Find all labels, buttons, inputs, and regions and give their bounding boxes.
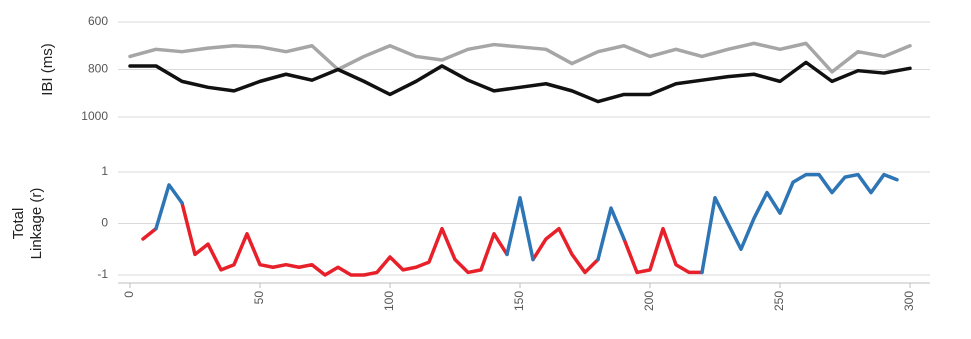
- data-line: [128, 60, 912, 104]
- y-tick-label: 800: [88, 62, 108, 76]
- y-axis-label-line: Linkage (r): [28, 188, 45, 260]
- x-tick-label: 300: [902, 291, 916, 311]
- y-tick-label: 600: [88, 14, 108, 28]
- y-tick-label: 1000: [81, 109, 108, 123]
- data-line: [128, 41, 912, 74]
- y-tick-label: 1: [101, 164, 108, 178]
- x-tick-label: 0: [122, 291, 136, 298]
- x-tick-label: 150: [512, 291, 526, 311]
- y-axis-label: IBI (ms): [39, 43, 56, 96]
- data-line: [154, 172, 899, 275]
- x-tick-label: 50: [252, 291, 266, 305]
- y-axis-label: TotalLinkage (r): [10, 188, 45, 260]
- x-tick-label: 200: [642, 291, 656, 311]
- data-line: [143, 203, 741, 275]
- y-axis-label-line: Total: [10, 208, 27, 240]
- y-tick-label: 0: [101, 216, 108, 230]
- x-tick-label: 250: [772, 291, 786, 311]
- x-tick-label: 100: [382, 291, 396, 311]
- y-tick-label: -1: [97, 267, 108, 281]
- y-axis-label-line: IBI (ms): [39, 43, 56, 96]
